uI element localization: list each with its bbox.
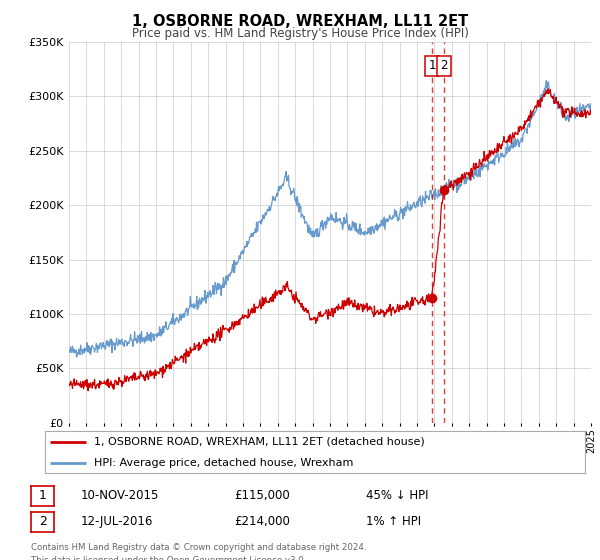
Text: 12-JUL-2016: 12-JUL-2016 [81,515,154,529]
Text: 1, OSBORNE ROAD, WREXHAM, LL11 2ET (detached house): 1, OSBORNE ROAD, WREXHAM, LL11 2ET (deta… [94,437,424,447]
Text: Price paid vs. HM Land Registry's House Price Index (HPI): Price paid vs. HM Land Registry's House … [131,27,469,40]
Text: 1% ↑ HPI: 1% ↑ HPI [366,515,421,529]
Text: 1, OSBORNE ROAD, WREXHAM, LL11 2ET: 1, OSBORNE ROAD, WREXHAM, LL11 2ET [132,14,468,29]
Text: £115,000: £115,000 [234,489,290,502]
Text: 45% ↓ HPI: 45% ↓ HPI [366,489,428,502]
Text: 1: 1 [38,489,47,502]
Text: 1: 1 [428,59,436,72]
Text: HPI: Average price, detached house, Wrexham: HPI: Average price, detached house, Wrex… [94,458,353,468]
Text: Contains HM Land Registry data © Crown copyright and database right 2024.
This d: Contains HM Land Registry data © Crown c… [31,543,367,560]
Text: £214,000: £214,000 [234,515,290,529]
Text: 2: 2 [440,59,448,72]
Text: 2: 2 [38,515,47,529]
Text: 10-NOV-2015: 10-NOV-2015 [81,489,160,502]
